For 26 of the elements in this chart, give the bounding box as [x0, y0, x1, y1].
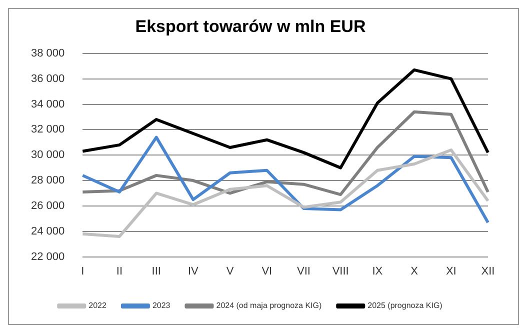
chart-title: Eksport towarów w mln EUR	[135, 16, 366, 36]
x-tick-label: XII	[481, 265, 495, 278]
legend-label: 2024 (od maja prognoza KIG)	[216, 301, 322, 310]
x-tick-label: X	[410, 265, 419, 278]
legend-label: 2025 (prognoza KIG)	[368, 301, 443, 310]
x-tick-label: II	[116, 265, 123, 278]
x-tick-label: VII	[297, 265, 310, 278]
y-tick-label: 26 000	[30, 200, 65, 212]
x-tick-label: VIII	[332, 265, 349, 278]
x-tick-label: III	[152, 265, 161, 278]
legend-label: 2023	[152, 301, 171, 310]
y-tick-label: 28 000	[30, 174, 65, 187]
y-tick-label: 38 000	[30, 47, 65, 60]
x-tick-label: I	[81, 265, 84, 278]
legend-label: 2022	[88, 301, 107, 310]
x-tick-label: XI	[446, 265, 456, 278]
y-tick-label: 30 000	[30, 149, 65, 162]
x-tick-label: V	[226, 265, 234, 278]
x-tick-label: IX	[372, 265, 384, 278]
y-tick-label: 34 000	[30, 98, 65, 110]
x-tick-label: IV	[188, 265, 200, 278]
y-tick-label: 36 000	[30, 72, 65, 85]
y-tick-label: 32 000	[30, 124, 65, 136]
y-tick-label: 24 000	[30, 225, 65, 238]
y-tick-label: 22 000	[30, 250, 65, 263]
x-tick-label: VI	[262, 265, 272, 278]
